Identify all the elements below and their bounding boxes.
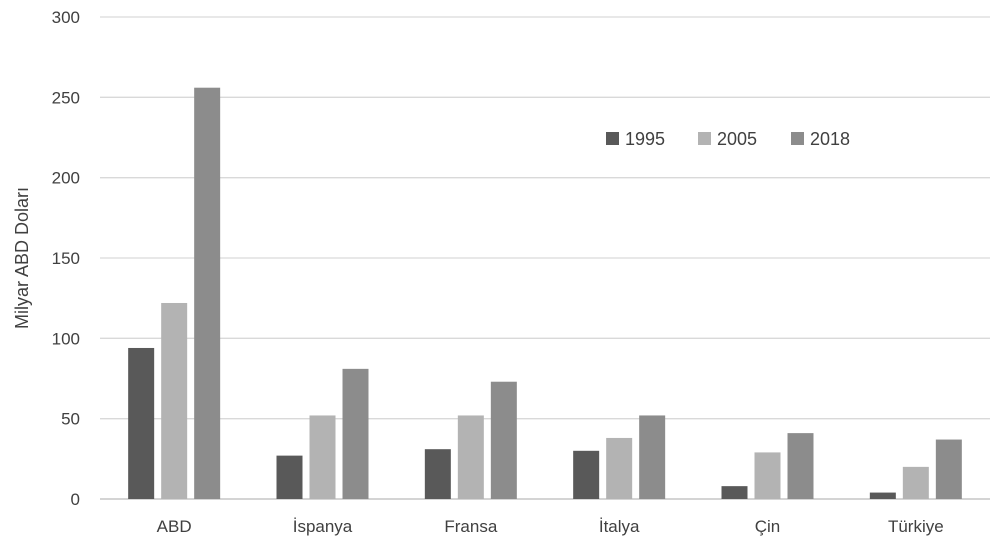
bar-2018-0: [194, 87, 221, 500]
x-axis-ticks: ABD İspanya Fransa İtalya Çin Türkiye: [157, 517, 944, 536]
bar-1995-1: [276, 455, 303, 499]
legend-swatch-2018: [791, 132, 804, 145]
bar-1995-5: [869, 492, 896, 499]
bar-1995-2: [424, 449, 451, 499]
legend-swatch-1995: [606, 132, 619, 145]
legend-swatch-2005: [698, 132, 711, 145]
y-tick-label: 0: [71, 490, 80, 509]
bar-1995-4: [721, 486, 748, 499]
bar-2018-1: [342, 368, 369, 499]
x-tick-label: İspanya: [293, 517, 353, 536]
y-axis-title: Milyar ABD Doları: [12, 187, 32, 329]
x-tick-label: Fransa: [444, 517, 497, 536]
y-tick-label: 100: [52, 329, 80, 348]
legend: 1995 2005 2018: [606, 129, 850, 149]
bar-2005-3: [606, 437, 633, 499]
bar-2018-3: [639, 415, 666, 499]
legend-label: 2018: [810, 129, 850, 149]
gridlines: [100, 16, 990, 500]
bar-2018-5: [935, 439, 962, 499]
bar-1995-0: [128, 347, 155, 499]
y-tick-label: 200: [52, 169, 80, 188]
y-tick-label: 50: [61, 410, 80, 429]
x-tick-label: Çin: [755, 517, 781, 536]
bar-2018-4: [787, 433, 814, 499]
bar-2005-2: [457, 415, 484, 499]
y-axis-ticks: 0 50 100 150 200 250 300: [52, 8, 80, 509]
x-tick-label: Türkiye: [888, 517, 944, 536]
y-tick-label: 150: [52, 249, 80, 268]
bar-2005-4: [754, 452, 781, 499]
bar-1995-3: [573, 450, 600, 499]
y-tick-label: 250: [52, 88, 80, 107]
bar-2005-5: [902, 466, 929, 499]
legend-label: 2005: [717, 129, 757, 149]
bar-2018-2: [490, 381, 517, 499]
x-tick-label: ABD: [157, 517, 192, 536]
legend-label: 1995: [625, 129, 665, 149]
y-tick-label: 300: [52, 8, 80, 27]
bars: [128, 87, 962, 500]
x-tick-label: İtalya: [599, 517, 640, 536]
bar-2005-0: [161, 302, 188, 499]
bar-2005-1: [309, 415, 336, 499]
